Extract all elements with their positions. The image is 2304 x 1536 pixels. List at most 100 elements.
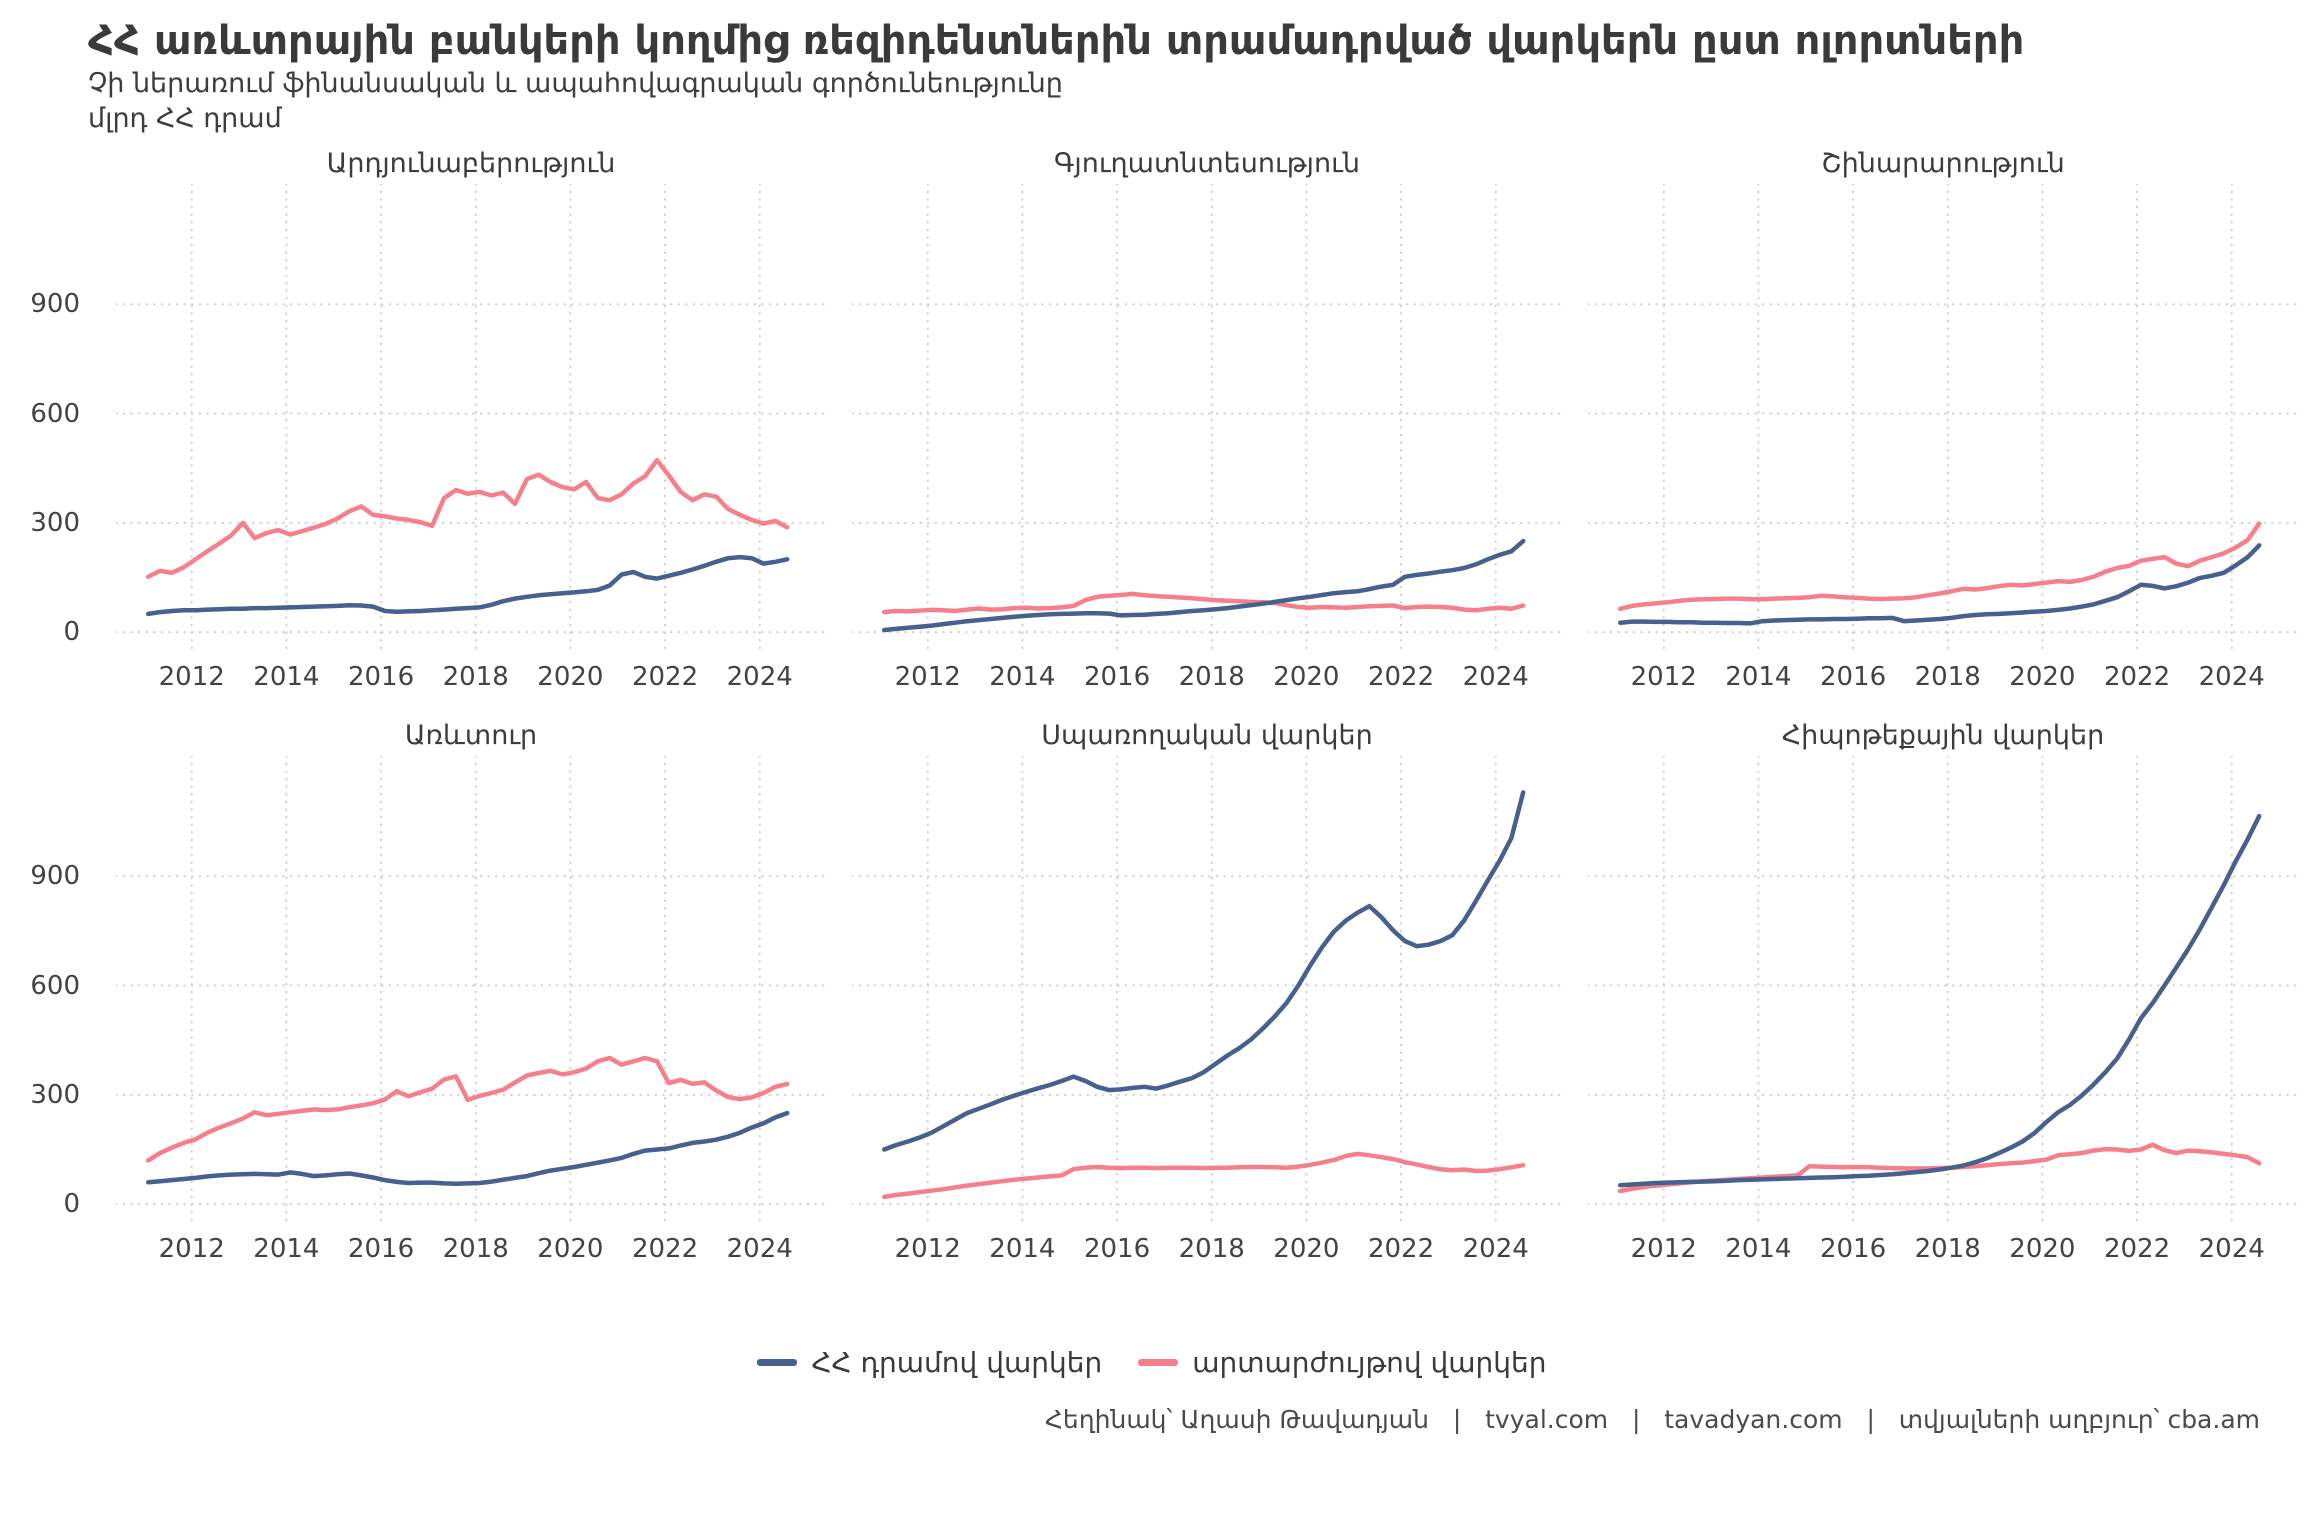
facet-title: Արդյունաբերություն [326,148,616,179]
y-tick-label: 300 [30,1079,80,1110]
facet-trade: Առևտուր 2012 2014 2016 2018 2020 2022 2024 [116,720,826,1266]
facet-row-1: 0 300 600 900 Արդյունաբերություն 2012 2014 20… [0,148,2304,694]
x-tick-label: 2020 [1273,1234,1340,1264]
x-axis-labels: 2012 2014 2016 2018 2020 2022 2024 [1588,654,2298,694]
x-tick-label: 2022 [631,662,699,692]
line-fx-loans [881,1151,1526,1200]
x-tick-label: 2016 [1819,1234,1887,1264]
x-tick-label: 2014 [1725,1234,1792,1264]
line-amd-loans [881,538,1526,633]
facet-title: Գյուղատնտեսություն [1054,148,1360,179]
legend-label-fx: արտարժույթով վարկեր [1192,1346,1547,1379]
x-tick-label: 2014 [253,1234,320,1264]
page-title: ՀՀ առևտրային բանկերի կողմից ռեզիդենտների… [88,18,2025,64]
x-tick-label: 2022 [631,1234,699,1264]
line-fx-loans [881,591,1526,615]
y-tick-label: 0 [63,1189,80,1220]
x-tick-label: 2016 [1819,662,1887,692]
legend-item-fx: արտարժույթով վարկեր [1138,1346,1547,1379]
x-tick-label: 2022 [1367,662,1435,692]
line-amd-loans [1617,813,2262,1188]
x-tick-label: 2014 [253,662,320,692]
facet-title: Սպառողական վարկեր [1041,720,1373,751]
facet-title: Շինարարություն [1821,148,2065,179]
facet-agriculture: Գյուղատնտեսություն 2012 2014 2016 2018 2020 2… [852,148,1562,694]
x-axis-labels: 2012 2014 2016 2018 2020 2022 2024 [116,1226,826,1266]
chart-header: ՀՀ առևտրային բանկերի կողմից ռեզիդենտների… [0,0,2304,136]
line-amd-loans [145,1110,790,1186]
x-tick-label: 2020 [1273,662,1340,692]
page-units-label: մլրդ ՀՀ դրամ [88,103,282,134]
x-tick-label: 2018 [442,1234,509,1264]
line-amd-loans [881,790,1526,1152]
x-tick-label: 2018 [1178,662,1245,692]
facet-plot [852,184,1562,654]
x-tick-label: 2024 [2198,1234,2265,1264]
x-tick-label: 2012 [894,1234,961,1264]
x-axis-labels: 2012 2014 2016 2018 2020 2022 2024 [1588,1226,2298,1266]
line-fx-loans [1617,521,2262,612]
x-tick-label: 2024 [726,1234,793,1264]
x-tick-label: 2022 [2103,1234,2171,1264]
facet-title: Հիպոթեքային վարկեր [1781,720,2105,751]
legend: ՀՀ դրամով վարկեր արտարժույթով վարկեր [0,1346,2304,1379]
x-tick-label: 2024 [726,662,793,692]
y-axis-labels-row-1: 0 300 600 900 [0,148,90,694]
page-subtitle: Չի ներառում ֆինանսական և ապահովագրական գ… [88,68,1063,99]
y-tick-label: 600 [30,398,80,429]
x-tick-label: 2020 [537,662,604,692]
line-amd-loans [145,554,790,617]
x-tick-label: 2012 [158,1234,225,1264]
line-fx-loans [145,457,790,580]
x-tick-label: 2014 [989,1234,1056,1264]
x-tick-label: 2024 [1462,1234,1529,1264]
x-tick-label: 2022 [2103,662,2171,692]
facet-plot [116,756,826,1226]
y-tick-label: 900 [30,289,80,320]
x-tick-label: 2024 [2198,662,2265,692]
x-tick-label: 2012 [158,662,225,692]
line-amd-loans [1617,543,2262,626]
x-tick-label: 2018 [442,662,509,692]
x-tick-label: 2012 [1630,1234,1697,1264]
y-tick-label: 900 [30,861,80,892]
legend-key-fx-line [1138,1359,1179,1366]
x-tick-label: 2018 [1914,1234,1981,1264]
x-tick-label: 2020 [2009,662,2076,692]
y-axis-labels-row-2: 0 300 600 900 [0,720,90,1266]
x-axis-labels: 2012 2014 2016 2018 2020 2022 2024 [852,654,1562,694]
x-axis-labels: 2012 2014 2016 2018 2020 2022 2024 [116,654,826,694]
facet-construction: Շինարարություն 2012 2014 2016 2018 2020 2022 2… [1588,148,2298,694]
line-fx-loans [145,1055,790,1163]
x-tick-label: 2022 [1367,1234,1435,1264]
x-tick-label: 2012 [1630,662,1697,692]
legend-key-amd-line [757,1359,798,1366]
facet-plot [1588,184,2298,654]
x-tick-label: 2016 [1083,1234,1151,1264]
legend-label-amd: ՀՀ դրամով վարկեր [811,1346,1103,1379]
facet-plot [116,184,826,654]
y-tick-label: 600 [30,970,80,1001]
x-tick-label: 2016 [1083,662,1151,692]
x-tick-label: 2014 [1725,662,1792,692]
facet-plot [1588,756,2298,1226]
x-tick-label: 2014 [989,662,1056,692]
x-axis-labels: 2012 2014 2016 2018 2020 2022 2024 [852,1226,1562,1266]
x-tick-label: 2024 [1462,662,1529,692]
facet-grid: 0 300 600 900 Արդյունաբերություն 2012 2014 20… [0,148,2304,1266]
x-tick-label: 2012 [894,662,961,692]
x-tick-label: 2018 [1178,1234,1245,1264]
x-tick-label: 2018 [1914,662,1981,692]
legend-item-amd: ՀՀ դրամով վարկեր [757,1346,1102,1379]
footer-credits: Հեղինակ՝ Աղասի Թավադյան | tvyal.com | ta… [1045,1405,2260,1434]
x-tick-label: 2020 [537,1234,604,1264]
x-tick-label: 2016 [347,662,415,692]
y-tick-label: 0 [63,617,80,648]
facet-consumer-loans: Սպառողական վարկեր 2012 2014 2016 2018 2020 20… [852,720,1562,1266]
facet-row-2: 0 300 600 900 Առևտուր 2012 2014 2016 2018 2020 2… [0,720,2304,1266]
facet-industry: Արդյունաբերություն 2012 2014 2016 2018 2020 2… [116,148,826,694]
x-tick-label: 2016 [347,1234,415,1264]
facet-title: Առևտուր [404,720,538,751]
facet-mortgage-loans: Հիպոթեքային վարկեր 2012 2014 2016 2018 2020 2… [1588,720,2298,1266]
